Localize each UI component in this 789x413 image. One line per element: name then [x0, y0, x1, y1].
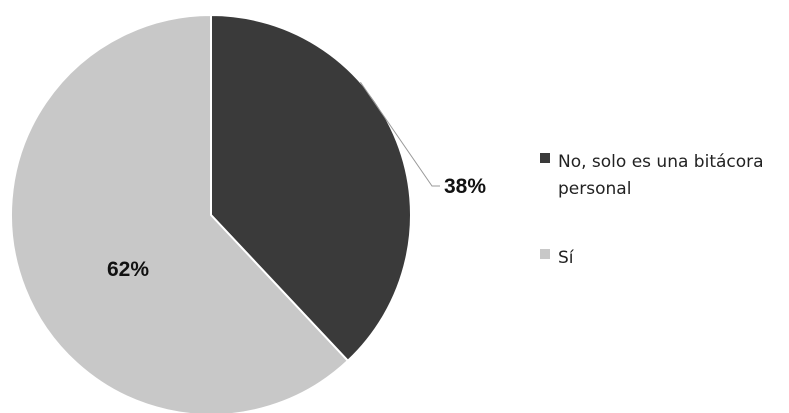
- legend-swatch-2: [540, 249, 550, 259]
- legend-swatch-1: [540, 153, 550, 163]
- pie-slice-2: [9, 13, 350, 413]
- data-label-slice-2: 62%: [107, 258, 149, 281]
- legend-label-1-line-1: No, solo es una bitácora: [558, 152, 764, 172]
- pie-slices: [9, 13, 412, 413]
- legend-label-1-line-2: personal: [558, 179, 631, 199]
- legend: No, solo es una bitácora personal Sí: [540, 152, 764, 268]
- leader-line-slice-1: [359, 81, 440, 187]
- legend-item-2: Sí: [540, 248, 575, 268]
- legend-item-1: No, solo es una bitácora personal: [540, 152, 764, 199]
- data-label-slice-1: 38%: [444, 175, 486, 198]
- pie-slice-1: [210, 13, 412, 363]
- legend-label-2: Sí: [558, 248, 575, 268]
